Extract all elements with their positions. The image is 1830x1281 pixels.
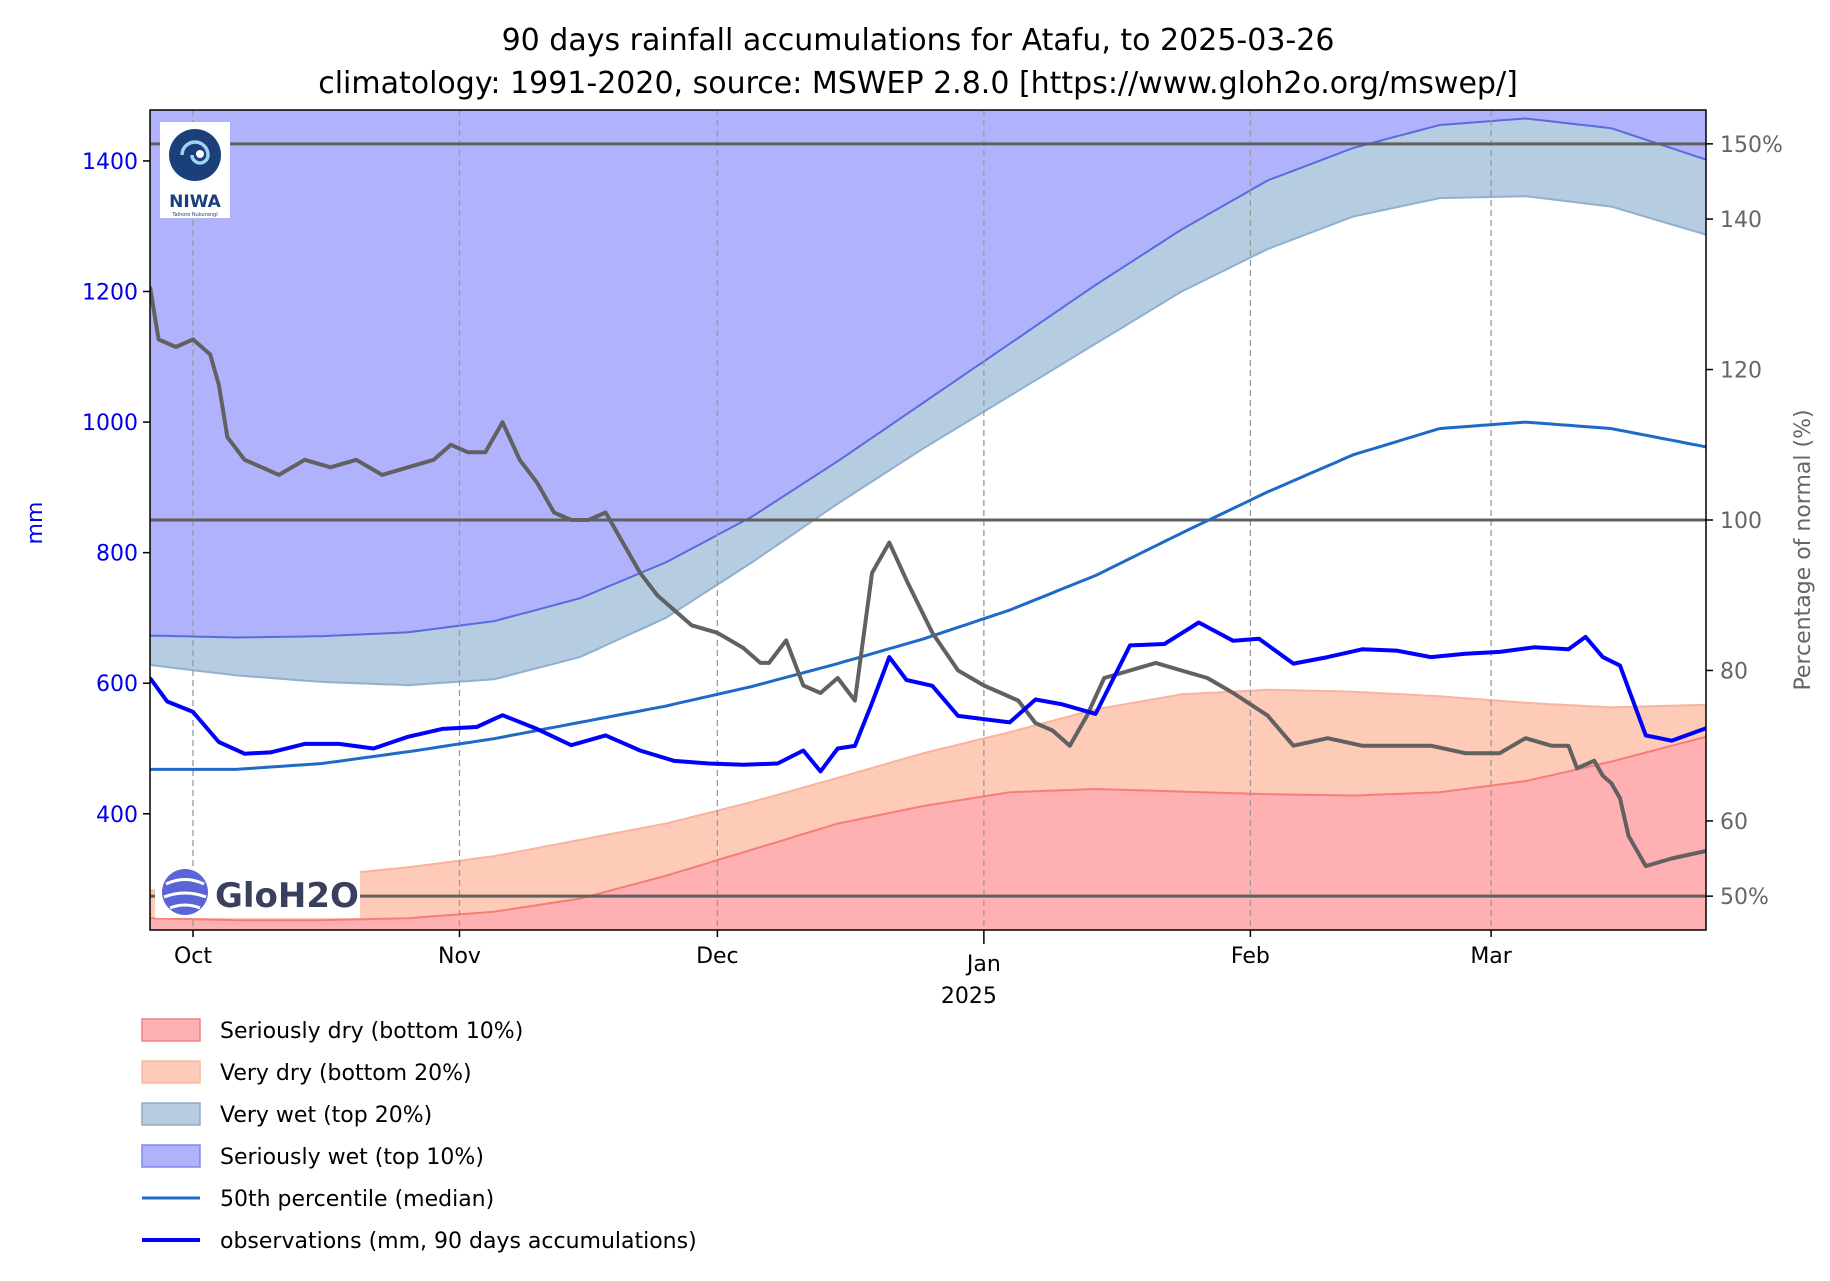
legend-label-p80: Very wet (top 20%) bbox=[220, 1103, 432, 1128]
y-axis-label: mm bbox=[23, 502, 48, 545]
x-tick-label: Oct bbox=[174, 944, 212, 969]
band-edge-p10 bbox=[150, 735, 1706, 922]
x-tick-sublabel: 2025 bbox=[941, 984, 997, 1009]
band-edge-p80 bbox=[150, 195, 1706, 687]
y-right-tick-label: 120 bbox=[1720, 359, 1762, 384]
band-very-wet bbox=[150, 118, 1706, 686]
legend: Seriously dry (bottom 10%) Very dry (bott… bbox=[141, 1018, 697, 1254]
band-edge-p90 bbox=[150, 117, 1706, 639]
percentile-bands bbox=[150, 110, 1706, 930]
y-right-tick-label: 140 bbox=[1720, 208, 1762, 233]
y-right-tick-label: 150% bbox=[1720, 133, 1783, 158]
y-tick-label: 1200 bbox=[82, 280, 138, 305]
gloh2o-logo-text: GloH2O bbox=[215, 876, 359, 916]
legend-label-p90: Seriously wet (top 10%) bbox=[220, 1145, 484, 1170]
legend-label-obs: observations (mm, 90 days accumulations) bbox=[220, 1229, 697, 1254]
median-line bbox=[150, 420, 1706, 771]
band-seriously-dry bbox=[150, 736, 1706, 930]
y-tick-label: 400 bbox=[96, 803, 138, 828]
x-tick-label: Feb bbox=[1231, 944, 1270, 969]
y-right-tick-label: 100 bbox=[1720, 509, 1762, 534]
niwa-logo-subtext: Taihoro Nukurangi bbox=[171, 212, 217, 218]
axes: 400 600 800 1000 1200 1400 50% 60 80 100 120 140 150… bbox=[82, 133, 1783, 1009]
chart-subtitle: climatology: 1991-2020, source: MSWEP 2.… bbox=[318, 66, 1518, 101]
legend-label-p10: Seriously dry (bottom 10%) bbox=[220, 1019, 523, 1044]
y-tick-label: 600 bbox=[96, 672, 138, 697]
x-tick-label: Mar bbox=[1470, 944, 1512, 969]
y-axis-label-right: Percentage of normal (%) bbox=[1791, 409, 1816, 690]
y-tick-label: 800 bbox=[96, 542, 138, 567]
percent-of-normal-line bbox=[150, 286, 1706, 869]
y-tick-label: 1400 bbox=[82, 150, 138, 175]
observations-line bbox=[150, 620, 1706, 774]
plot-area bbox=[150, 110, 1706, 930]
y-right-tick-label: 50% bbox=[1720, 885, 1769, 910]
band-edge-p20 bbox=[150, 688, 1706, 892]
gloh2o-logo: GloH2O bbox=[155, 866, 360, 918]
x-tick-label: Jan bbox=[965, 952, 1001, 977]
x-tick-label: Nov bbox=[438, 944, 481, 969]
band-seriously-wet bbox=[150, 110, 1706, 638]
y-right-tick-label: 60 bbox=[1720, 810, 1748, 835]
y-tick-label: 1000 bbox=[82, 411, 138, 436]
niwa-logo: NIWA Taihoro Nukurangi bbox=[160, 122, 230, 218]
legend-label-p20: Very dry (bottom 20%) bbox=[220, 1061, 472, 1086]
x-tick-label: Dec bbox=[696, 944, 739, 969]
legend-swatch-p80 bbox=[141, 1102, 201, 1126]
legend-swatch-p90 bbox=[141, 1144, 201, 1168]
series-lines bbox=[150, 142, 1706, 898]
y-right-tick-label: 80 bbox=[1720, 659, 1748, 684]
niwa-swirl-icon bbox=[169, 129, 221, 181]
chart-title: 90 days rainfall accumulations for Atafu… bbox=[502, 23, 1335, 58]
legend-label-median: 50th percentile (median) bbox=[220, 1187, 494, 1212]
legend-swatch-p20 bbox=[141, 1060, 201, 1084]
legend-swatch-p10 bbox=[141, 1018, 201, 1042]
niwa-logo-text: NIWA bbox=[169, 192, 222, 212]
